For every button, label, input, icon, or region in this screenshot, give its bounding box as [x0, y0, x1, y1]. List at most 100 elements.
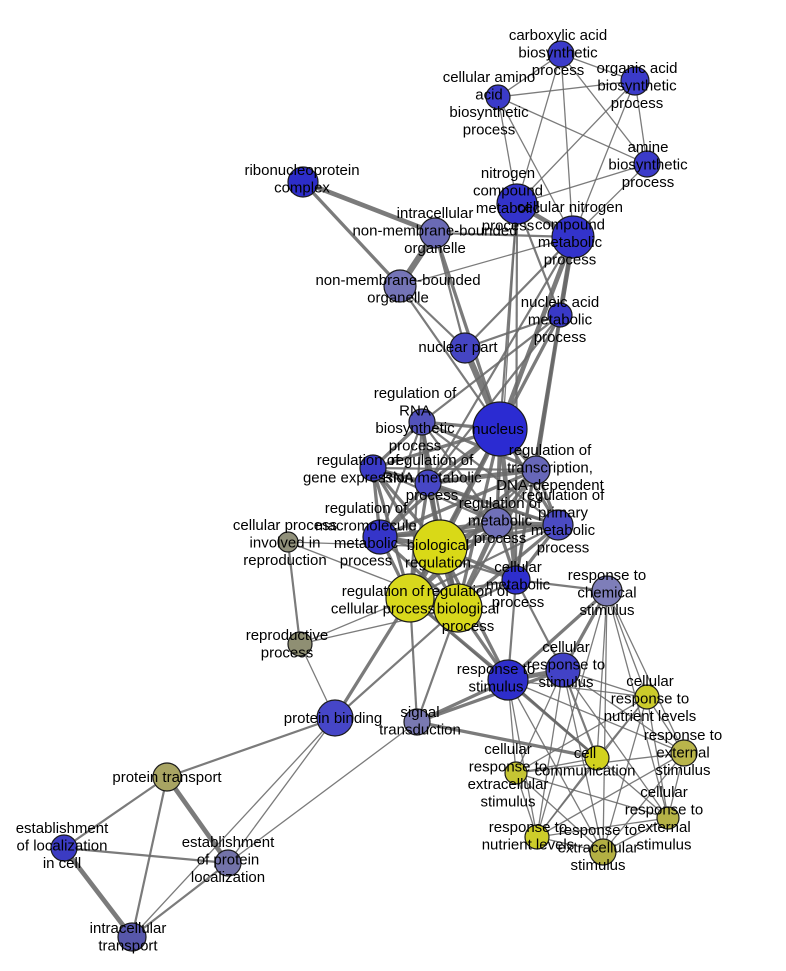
graph-edge-crnutr-crext [646, 696, 669, 819]
graph-node-rrnabio[interactable]: regulation of RNA biosynthetic process [408, 408, 436, 436]
node-label-estprot: establishment of protein localization [182, 834, 275, 886]
node-label-amino: cellular amino acid biosynthetic process [443, 69, 536, 139]
graph-edge-inmbo-npart [433, 232, 467, 349]
graph-node-rrnamet[interactable]: regulation of RNA metabolic process [414, 469, 442, 497]
graph-edge-rext-rnutr [536, 752, 685, 838]
graph-edge-rchem-crnutr [606, 590, 648, 698]
node-label-crstim: cellular response to stimulus [527, 639, 605, 691]
graph-edge-rext-rextra [602, 752, 685, 853]
graph-node-ptrans[interactable]: protein transport [152, 762, 182, 792]
graph-edge-carb-nitro [516, 53, 562, 205]
graph-node-crnutr[interactable]: cellular response to nutrient levels [634, 684, 660, 710]
graph-edge-crstim-rext [562, 669, 685, 754]
graph-node-ribo[interactable]: ribonucleoprotein complex [287, 166, 319, 198]
graph-node-rmet[interactable]: regulation of metabolic process [481, 507, 513, 539]
node-label-ptrans: protein transport [112, 769, 222, 786]
graph-node-cprepro[interactable]: cellular process involved in reproductio… [277, 531, 299, 553]
graph-edge-rrnamet-rtrans [427, 467, 537, 486]
graph-node-npart[interactable]: nuclear part [449, 332, 481, 364]
graph-edge-nucleus-rbio [456, 428, 502, 609]
label-layer: carboxylic acid biosynthetic process organi… [16, 27, 722, 955]
graph-edge-nacid-rrnabio [421, 314, 561, 423]
graph-node-bioreg[interactable]: biological regulation [412, 519, 468, 575]
graph-edge-rgene-rmet [372, 466, 498, 525]
graph-node-nitro[interactable]: nitrogen compound metabolic process [496, 183, 538, 225]
graph-node-ccomm[interactable]: cell communication [584, 745, 610, 771]
graph-edge-orga-nitro [516, 80, 636, 205]
graph-node-crstim[interactable]: cellular response to stimulus [545, 652, 581, 688]
graph-edge-crnutr-crextra [515, 696, 648, 774]
graph-edge-ccomm-crextra [515, 757, 598, 774]
graph-edge-nacid-rrnamet [427, 314, 561, 484]
node-label-pbind: protein binding [284, 710, 382, 727]
graph-edge-estprot-intrans [131, 862, 229, 938]
node-label-nucleus: nucleus [472, 421, 524, 438]
graph-node-rtrans[interactable]: regulation of transcription, DNA-depende… [521, 455, 551, 485]
node-label-nacid: nucleic acid metabolic process [521, 294, 599, 346]
graph-edge-crextra-crext [515, 772, 669, 819]
graph-node-amine[interactable]: amine biosynthetic process [633, 150, 661, 178]
graph-node-orga[interactable]: organic acid biosynthetic process [620, 66, 650, 96]
graph-node-signal[interactable]: signal transduction [403, 708, 431, 736]
node-label-inmbo: intracellular non-membrane-bounded organel… [352, 205, 517, 257]
graph-node-crext[interactable]: cellular response to external stimulus [656, 806, 680, 830]
graph-edge-pbind-estprot [227, 717, 336, 864]
graph-node-amino[interactable]: cellular amino acid biosynthetic process [485, 84, 511, 110]
graph-node-intrans[interactable]: intracellular transport [117, 922, 147, 952]
graph-edge-crext-rnutr [536, 817, 669, 838]
graph-node-rnutr[interactable]: response to nutrient levels [524, 824, 550, 850]
graph-node-rcell[interactable]: regulation of cellular process [385, 573, 435, 623]
node-label-orga: organic acid biosynthetic process [597, 60, 678, 112]
node-label-ribo: ribonucleoprotein complex [244, 162, 359, 197]
node-label-rmet: regulation of metabolic process [459, 495, 542, 547]
graph-edge-nmbo-nucleus [399, 285, 501, 430]
graph-node-estloc[interactable]: establishment of localization in cell [50, 834, 78, 862]
graph-node-crextra[interactable]: cellular response to extracellular stimu… [504, 761, 528, 785]
graph-edge-crstim-crextra [515, 669, 564, 774]
graph-edge-estloc-intrans [62, 846, 134, 939]
graph-edge-carb-amine [560, 53, 648, 165]
graph-node-rgene[interactable]: regulation of gene expression [359, 454, 387, 482]
graph-edge-estprot-signal [227, 721, 418, 864]
graph-node-rmacro[interactable]: regulation of macromolecule metabolic pr… [362, 519, 398, 555]
graph-edge-nacid-npart [464, 313, 561, 350]
node-label-cprepro: cellular process involved in reproduction [233, 517, 337, 569]
node-label-rtrans: regulation of transcription, DNA-dependent [496, 442, 604, 494]
graph-edge-amino-cnitro [497, 96, 574, 238]
graph-edge-pbind-ptrans [166, 716, 336, 779]
graph-edge-estloc-estprot [63, 846, 229, 865]
node-label-ccomm: cell communication [535, 745, 636, 780]
node-label-signal: signal transduction [379, 704, 461, 739]
node-label-crextra: cellular response to extracellular stimulus [468, 741, 549, 811]
graph-node-estprot[interactable]: establishment of protein localization [214, 849, 242, 877]
graph-node-nmbo[interactable]: non-membrane-bounded organelle [383, 269, 417, 303]
graph-edge-repro-rbio [299, 607, 459, 645]
graph-edge-rrnabio-rcell [408, 421, 424, 599]
graph-node-cnitro[interactable]: cellular nitrogen compound metabolic pro… [551, 215, 595, 259]
graph-edge-ptrans-estprot [165, 775, 230, 865]
graph-edge-ribo-inmbo [302, 179, 436, 236]
graph-edge-carb-cnitro [560, 53, 574, 238]
graph-node-rbio[interactable]: regulation of biological process [433, 583, 483, 633]
graph-node-rprim[interactable]: regulation of primary metabolic process [542, 509, 574, 541]
graph-node-carb[interactable]: carboxylic acid biosynthetic process [547, 40, 575, 68]
graph-node-repro[interactable]: reproductive process [287, 631, 313, 657]
graph-node-rext[interactable]: response to external stimulus [670, 739, 698, 767]
node-label-rextra: response to extracellular stimulus [558, 822, 639, 874]
graph-node-pbind[interactable]: protein binding [316, 699, 354, 737]
graph-edge-pbind-intrans [131, 717, 336, 938]
graph-node-rstim[interactable]: response to stimulus [487, 659, 529, 701]
node-label-crnutr: cellular response to nutrient levels [604, 673, 697, 725]
graph-node-inmbo[interactable]: intracellular non-membrane-bounded organ… [419, 217, 451, 249]
graph-edge-crstim-signal [416, 668, 564, 724]
graph-edge-crextra-rextra [515, 772, 604, 853]
graph-edge-amine-nitro [516, 163, 648, 205]
graph-node-rextra[interactable]: response to extracellular stimulus [589, 838, 617, 866]
graph-node-nacid[interactable]: nucleic acid metabolic process [547, 302, 573, 328]
graph-edge-crnutr-ccomm [596, 696, 648, 759]
graph-node-rchem[interactable]: response to chemical stimulus [591, 575, 623, 607]
graph-node-nucleus[interactable]: nucleus [472, 401, 528, 457]
graph-node-cellmet[interactable]: cellular metabolic process [501, 565, 531, 595]
